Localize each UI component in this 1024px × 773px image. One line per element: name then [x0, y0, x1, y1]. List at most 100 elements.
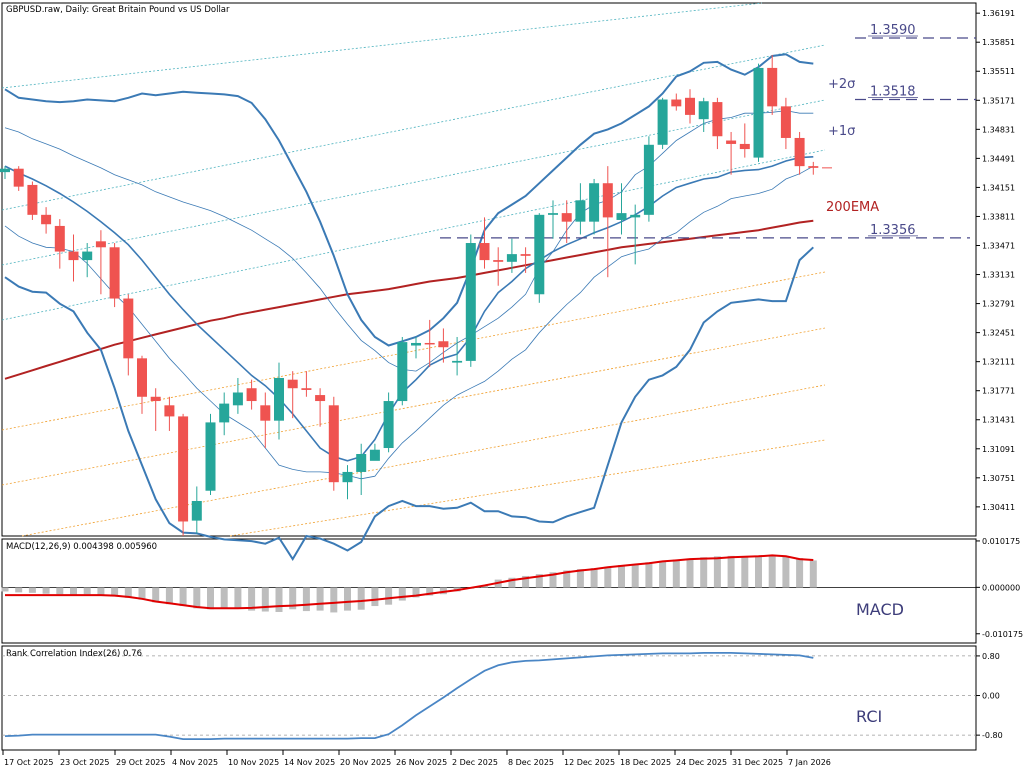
- macd-histogram-bar: [83, 587, 91, 595]
- macd-histogram-bar: [289, 587, 297, 610]
- macd-histogram-bar: [111, 587, 119, 597]
- price-tick-label: 1.31091: [982, 445, 1015, 454]
- candle-body: [465, 243, 476, 361]
- macd-histogram-bar: [398, 587, 406, 601]
- price-axis: 1.36191 1.35851 1.35511 1.35171 1.34831 1.344…: [976, 9, 1023, 740]
- macd-histogram-bar: [782, 556, 790, 588]
- candle-body: [205, 422, 216, 491]
- main-price-pane: [1, 2, 977, 537]
- candle-body: [767, 67, 778, 107]
- candle-body: [753, 67, 764, 158]
- candle-body: [712, 102, 723, 137]
- macd-tick-label: 0.010175: [982, 537, 1020, 546]
- price-tick-label: 1.32791: [982, 300, 1015, 309]
- candle-body: [424, 342, 435, 345]
- channel-line-cyan: [1, 2, 763, 89]
- macd-histogram-bar: [809, 560, 817, 588]
- candle-body: [0, 168, 10, 173]
- candle-body: [739, 143, 750, 150]
- macd-histogram-bar: [741, 556, 749, 588]
- candle-body: [657, 99, 668, 145]
- price-tick-label: 1.31431: [982, 416, 1015, 425]
- macd-histogram-bar: [426, 587, 434, 596]
- candle-body: [452, 360, 463, 363]
- candle-body: [260, 405, 271, 421]
- macd-histogram-bar: [371, 587, 379, 607]
- rci-title: Rank Correlation Index(26) 0.76: [6, 649, 142, 659]
- candle-body: [356, 454, 367, 472]
- macd-signal-line: [5, 554, 814, 610]
- macd-histogram-bar: [28, 587, 36, 593]
- macd-histogram-bar: [344, 587, 351, 611]
- candle-body: [68, 251, 79, 261]
- candle-body: [602, 183, 613, 218]
- candle-body: [685, 97, 695, 115]
- bollinger-bands: [4, 53, 814, 562]
- price-tick-label: 1.35851: [982, 38, 1015, 47]
- macd-histogram-bar: [768, 554, 776, 588]
- macd-pane: [1, 538, 977, 644]
- price-tick-label: 1.31771: [982, 387, 1015, 396]
- candle-body: [630, 214, 641, 218]
- candle-body: [41, 214, 52, 225]
- ema-200-series: [4, 219, 814, 380]
- macd-histogram-bar: [207, 587, 214, 610]
- time-tick-label: 17 Oct 2025: [4, 758, 53, 767]
- price-tick-label: 1.33471: [982, 241, 1015, 250]
- sigma2-label: +2σ: [828, 77, 855, 92]
- main-chart-title: GBPUSD.raw, Daily: Great Britain Pound v…: [6, 5, 230, 15]
- time-tick-label: 14 Nov 2025: [284, 758, 335, 767]
- level-label: 1.3356: [870, 223, 916, 238]
- candle-body: [137, 358, 147, 397]
- bb-middle: [4, 156, 814, 462]
- candle-body: [123, 298, 134, 359]
- candle-body: [109, 247, 120, 299]
- macd-histogram-bar: [508, 577, 516, 588]
- macd-histogram-bar: [124, 587, 132, 598]
- candlesticks: [0, 55, 832, 536]
- macd-histogram-bar: [713, 556, 721, 588]
- candle-body: [315, 395, 326, 402]
- time-tick-label: 20 Nov 2025: [340, 758, 391, 767]
- macd-histogram-bar: [535, 574, 543, 588]
- macd-tick-label: 0.000000: [982, 583, 1020, 592]
- candle-body: [274, 377, 284, 421]
- rci-tick-label: 0.00: [982, 692, 1000, 701]
- macd-histogram-bar: [755, 556, 762, 588]
- bb-upper-1sigma: [4, 110, 814, 372]
- candle-body: [726, 140, 737, 144]
- macd-title: MACD(12,26,9) 0.004398 0.005960: [6, 542, 157, 552]
- macd-histogram-bar: [248, 587, 256, 611]
- price-tick-label: 1.30751: [982, 474, 1015, 483]
- macd-histogram-bar: [686, 559, 694, 588]
- candle-body: [342, 471, 353, 483]
- time-tick-label: 29 Oct 2025: [116, 758, 165, 767]
- candle-body: [411, 342, 421, 346]
- macd-histogram-bar: [659, 560, 667, 588]
- macd-histogram-bar: [549, 572, 557, 588]
- candle-body: [95, 241, 106, 248]
- macd-histogram-bar: [97, 587, 105, 595]
- price-tick-label: 1.36191: [982, 9, 1015, 18]
- time-axis: 17 Oct 2025 23 Oct 2025 29 Oct 2025 4 Nov 2…: [2, 750, 831, 767]
- trend-channel-lines: [1, 2, 826, 537]
- candle-body: [13, 168, 24, 187]
- time-tick-label: 12 Dec 2025: [564, 758, 615, 767]
- macd-histogram-bar: [15, 587, 23, 593]
- price-tick-label: 1.32451: [982, 329, 1015, 338]
- macd-histogram-bar: [42, 587, 50, 594]
- candle-body: [561, 213, 572, 222]
- candle-body: [548, 213, 558, 215]
- macd-histogram-bar: [576, 569, 584, 588]
- candle-body: [506, 254, 517, 262]
- macd-histogram-bar: [1, 587, 9, 592]
- time-tick-label: 7 Jan 2026: [788, 758, 831, 767]
- sigma1-label: +1σ: [828, 124, 855, 139]
- macd-histogram-bar: [275, 587, 283, 612]
- candle-body: [369, 449, 380, 461]
- ema-200-line: [4, 219, 814, 380]
- candle-body: [534, 214, 545, 295]
- time-tick-label: 31 Dec 2025: [732, 758, 783, 767]
- candle-body: [616, 213, 627, 220]
- price-tick-label: 1.34151: [982, 183, 1015, 192]
